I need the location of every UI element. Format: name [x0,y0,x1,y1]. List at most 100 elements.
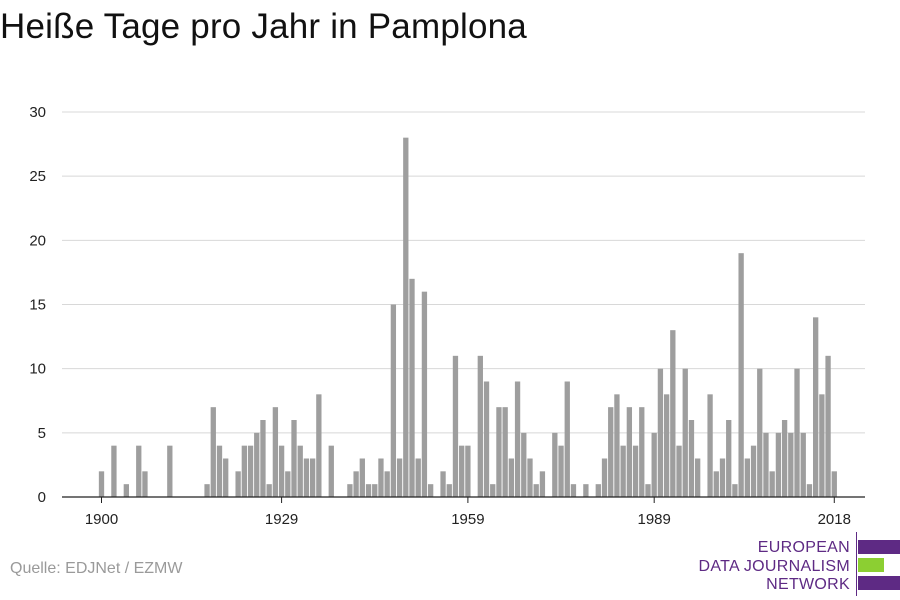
bar-1995 [688,420,695,497]
bar-1911 [167,445,173,497]
bar-1948 [396,458,403,497]
bar-2003 [738,253,744,497]
y-tick-label: 5 [38,425,46,442]
y-tick-label: 20 [29,232,46,249]
bar-2001 [726,420,732,497]
bar-1924 [247,445,254,497]
bar-1904 [123,484,129,497]
bar-1943 [365,484,372,497]
y-axis-ticks: 0 5 10 15 20 25 30 [29,104,46,506]
bar-1937 [328,445,334,497]
bar-1980 [595,484,601,497]
bar-1931 [291,420,297,497]
bar-1941 [353,471,359,497]
bar-1955 [440,471,446,497]
bar-1917 [204,484,210,497]
bar-1959 [465,445,471,497]
bar-1923 [241,445,247,497]
bar-1976 [570,484,577,497]
y-tick-label: 30 [29,104,46,121]
logo-line-network: NETWORK [766,576,850,593]
bar-1999 [713,471,719,497]
bar-1986 [632,445,639,497]
x-tick-label: 1959 [451,511,484,528]
bar-1993 [676,445,682,497]
bar-1949 [403,137,409,498]
bar-2000 [719,458,726,497]
bar-1951 [415,458,421,497]
logo-line-data-journalism: DATA JOURNALISM [698,558,850,575]
bar-1900 [98,471,105,497]
bar-2006 [757,368,763,497]
bar-2010 [781,420,788,497]
logo-bar-purple-bottom [858,576,900,590]
bar-1963 [490,484,496,497]
bar-1965 [502,407,508,497]
bar-1967 [514,381,521,497]
bar-1973 [552,432,558,497]
bar-1992 [670,330,676,497]
gridlines [62,111,865,434]
bar-1932 [297,445,303,497]
logo-line-european: EUROPEAN [757,539,850,556]
bar-1987 [639,407,645,497]
bar-1956 [446,484,452,497]
bar-1962 [483,381,490,497]
bar-1950 [409,278,415,497]
bar-1952 [421,291,428,497]
bar-2016 [819,394,825,497]
bar-2005 [750,445,757,497]
y-tick-label: 25 [29,168,46,185]
bar-1930 [285,471,291,497]
bar-1998 [707,394,713,497]
bar-1989 [651,432,657,497]
bar-2007 [763,432,769,497]
bar-1990 [657,368,664,497]
bar-1947 [390,304,397,497]
logo-divider [856,532,857,596]
bar-1994 [682,368,688,497]
x-tick-label: 1929 [265,511,298,528]
bar-1978 [583,484,589,497]
x-axis-ticks: 1900 1929 1959 1989 2018 [85,497,851,528]
bar-1985 [626,407,633,497]
bar-1961 [477,355,483,497]
y-tick-label: 15 [29,297,46,314]
y-tick-label: 10 [29,361,46,378]
bar-1971 [539,471,546,497]
bar-1964 [496,407,502,497]
x-tick-label: 1989 [638,511,671,528]
bar-1982 [608,407,614,497]
bar-1991 [663,394,670,497]
bar-1928 [272,407,279,497]
bar-1970 [533,484,539,497]
bar-2014 [806,484,813,497]
bar-1946 [384,471,390,497]
bar-1906 [136,445,142,497]
bar-1918 [210,407,216,497]
bar-1942 [359,458,365,497]
bar-1922 [235,471,241,497]
x-tick-label: 1900 [85,511,118,528]
bar-1944 [372,484,378,497]
logo-bar-purple-top [858,540,900,554]
x-tick-label: 2018 [818,511,851,528]
bar-1902 [111,445,117,497]
bar-1996 [695,458,701,497]
bar-1988 [645,484,651,497]
source-note: Quelle: EDJNet / EZMW [10,560,183,577]
logo-bar-green [858,558,884,572]
bar-2002 [732,484,738,497]
bar-1968 [521,432,527,497]
bar-2008 [769,471,775,497]
bar-2018 [831,471,837,497]
bar-1907 [142,471,148,497]
bar-2012 [794,368,800,497]
bar-1957 [452,355,459,497]
bar-2004 [744,458,750,497]
bar-1958 [459,445,465,497]
bar-1975 [564,381,570,497]
bar-2015 [813,317,819,497]
bar-1974 [558,445,564,497]
